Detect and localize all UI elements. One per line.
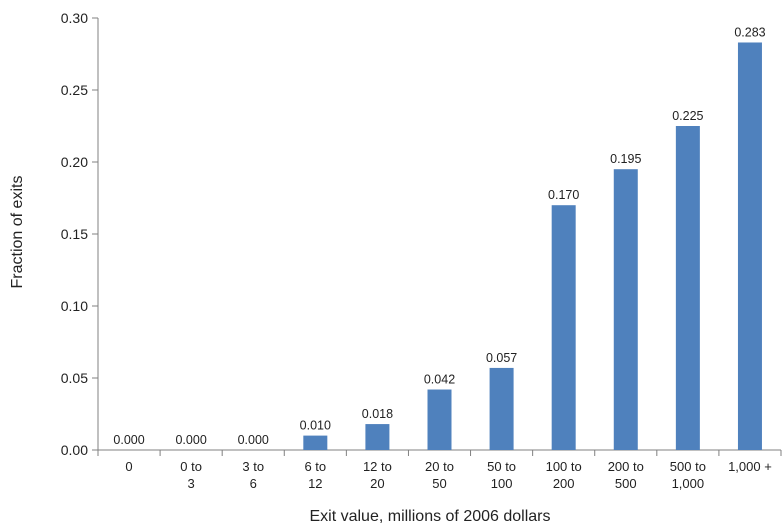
y-axis-title: Fraction of exits	[9, 176, 26, 289]
x-tick-label: 100 to 200	[546, 459, 582, 491]
bar	[365, 424, 390, 450]
data-label: 0.195	[610, 152, 641, 166]
x-tick-label: 0	[125, 459, 132, 474]
bar	[489, 367, 514, 450]
y-tick-label: 0.20	[61, 154, 88, 170]
data-label: 0.225	[672, 109, 703, 123]
bar	[427, 389, 452, 450]
y-tick-label: 0.30	[61, 10, 88, 26]
x-tick-label: 20 to 50	[425, 459, 454, 491]
data-label: 0.010	[300, 419, 331, 433]
bar	[551, 205, 576, 450]
x-tick-label: 0 to 3	[180, 459, 202, 491]
y-tick-label: 0.25	[61, 82, 88, 98]
data-label: 0.018	[362, 407, 393, 421]
data-label: 0.000	[238, 433, 269, 447]
x-tick-label: 50 to 100	[487, 459, 516, 491]
category-labels: 0 0 to 3 3 to 6 6 to 12 12 to 20 20 to 50 50 to 100 1…	[125, 459, 771, 491]
x-tick-label: 6 to 12	[304, 459, 326, 491]
y-tick-label: 0.10	[61, 298, 88, 314]
bar	[303, 435, 328, 450]
x-tick-label: 200 to 500	[608, 459, 644, 491]
data-label: 0.170	[548, 188, 579, 202]
data-label: 0.283	[734, 25, 765, 39]
data-label: 0.000	[175, 433, 206, 447]
data-label: 0.000	[113, 433, 144, 447]
x-tick-label: 1,000 +	[728, 459, 772, 474]
y-axis: 0.00 0.05 0.10 0.15 0.20 0.25 0.30	[61, 10, 99, 458]
bar	[737, 42, 762, 450]
x-axis-title: Exit value, millions of 2006 dollars	[309, 508, 550, 525]
y-tick-label: 0.05	[61, 370, 88, 386]
x-tick-label: 500 to 1,000	[670, 459, 706, 491]
bar	[613, 169, 638, 450]
x-axis	[97, 449, 782, 456]
data-labels: 0.000 0.000 0.000 0.010 0.018 0.042 0.057 0.170…	[113, 25, 765, 447]
bar	[675, 126, 700, 450]
x-tick-label: 12 to 20	[363, 459, 392, 491]
bars	[303, 42, 762, 450]
y-tick-label: 0.00	[61, 442, 88, 458]
data-label: 0.057	[486, 351, 517, 365]
data-label: 0.042	[424, 373, 455, 387]
y-tick-label: 0.15	[61, 226, 88, 242]
x-tick-label: 3 to 6	[242, 459, 264, 491]
